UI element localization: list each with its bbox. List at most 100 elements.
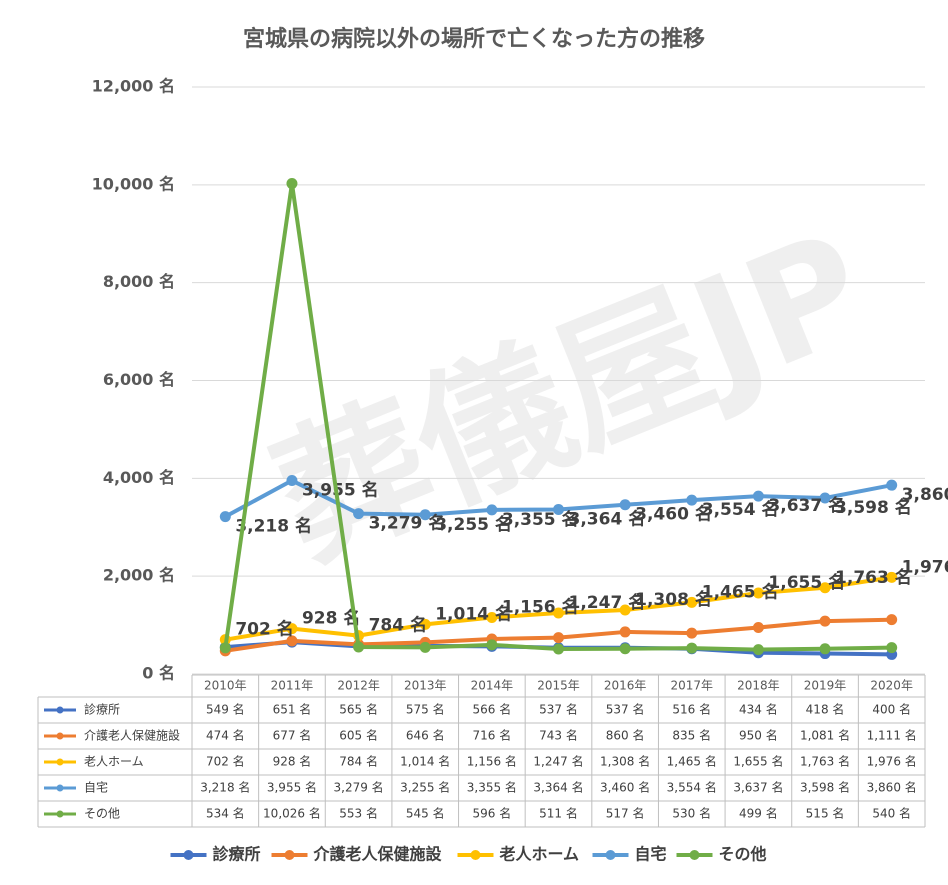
table-cell: 1,081 名 [800, 728, 850, 743]
table-cell: 1,111 名 [867, 728, 917, 743]
table-cell: 1,156 名 [467, 754, 517, 769]
data-label: 3,279 名 [369, 513, 446, 534]
data-label: 1,308 名 [635, 589, 712, 610]
data-label: 1,156 名 [502, 596, 579, 617]
table-cell: 3,279 名 [334, 780, 384, 795]
table-cell: 596 名 [472, 806, 511, 821]
data-label: 1,247 名 [569, 592, 646, 613]
table-cell: 743 名 [539, 728, 578, 743]
table-cell: 860 名 [606, 728, 645, 743]
data-point [419, 618, 431, 630]
y-tick-label: 10,000 名 [92, 174, 175, 193]
table-cell: 3,460 名 [600, 780, 650, 795]
table-cell: 3,637 名 [733, 780, 783, 795]
legend-label: その他 [84, 807, 120, 821]
legend-key [689, 850, 700, 860]
data-point [819, 643, 831, 655]
table-cell: 3,218 名 [200, 780, 250, 795]
data-point [553, 607, 564, 619]
table-cell: 418 名 [806, 702, 845, 717]
table-cell: 511 名 [539, 806, 578, 821]
data-point [286, 623, 298, 635]
data-point [686, 596, 698, 608]
table-cell: 3,860 名 [867, 780, 917, 795]
table-cell: 651 名 [273, 702, 312, 717]
legend-label: 介護老人保健施設 [313, 845, 443, 864]
data-point [619, 626, 631, 638]
legend-key [183, 850, 194, 860]
legend-label: 自宅 [635, 845, 667, 864]
table-cell: 549 名 [206, 702, 245, 717]
table-cell: 716 名 [472, 728, 511, 743]
table-cell: 677 名 [273, 728, 312, 743]
data-point [353, 641, 365, 653]
data-point [619, 499, 631, 511]
x-tick-label: 2019年 [804, 679, 847, 693]
data-point [286, 635, 298, 647]
data-label: 3,218 名 [235, 516, 312, 537]
y-tick-label: 4,000 名 [103, 468, 175, 487]
data-label: 3,460 名 [635, 504, 712, 525]
data-point [353, 508, 365, 520]
legend-key [56, 810, 64, 818]
table-cell: 400 名 [872, 702, 911, 717]
table-cell: 499 名 [739, 806, 778, 821]
data-label: 1,655 名 [768, 572, 845, 593]
watermark: 葬儀屋JP [253, 200, 889, 592]
data-label: 1,465 名 [702, 581, 779, 602]
data-point [286, 475, 298, 487]
data-point [553, 503, 564, 515]
data-label: 3,355 名 [502, 509, 579, 530]
data-point [819, 582, 831, 594]
data-point [486, 611, 498, 623]
table-cell: 784 名 [339, 754, 378, 769]
table-cell: 540 名 [872, 806, 911, 821]
data-point [619, 643, 631, 655]
table-cell: 646 名 [406, 728, 445, 743]
y-tick-label: 8,000 名 [103, 272, 175, 291]
data-point [419, 509, 431, 521]
table-cell: 537 名 [606, 702, 645, 717]
table-cell: 3,598 名 [800, 780, 850, 795]
y-tick-label: 12,000 名 [92, 77, 175, 96]
table-cell: 534 名 [206, 806, 245, 821]
table-cell: 553 名 [339, 806, 378, 821]
legend-label: 介護老人保健施設 [84, 728, 180, 743]
table-cell: 3,955 名 [267, 780, 317, 795]
legend-key [470, 850, 481, 860]
table-cell: 1,014 名 [400, 754, 450, 769]
data-label: 3,255 名 [435, 514, 512, 535]
x-tick-label: 2015年 [537, 679, 580, 693]
y-tick-label: 6,000 名 [103, 370, 175, 389]
x-tick-label: 2018年 [737, 679, 780, 693]
table-cell: 566 名 [472, 702, 511, 717]
table-cell: 3,355 名 [467, 780, 517, 795]
data-point [886, 614, 898, 626]
table-cell: 515 名 [806, 806, 845, 821]
table-cell: 605 名 [339, 728, 378, 743]
data-point [752, 587, 764, 599]
data-label: 3,860 名 [902, 484, 948, 505]
table-cell: 565 名 [339, 702, 378, 717]
table-cell: 1,655 名 [733, 754, 783, 769]
data-label: 784 名 [369, 615, 427, 636]
legend-label: 老人ホーム [499, 845, 580, 864]
data-point [619, 604, 631, 616]
data-point [819, 492, 831, 504]
table-cell: 928 名 [273, 754, 312, 769]
legend-key [284, 850, 295, 860]
data-label: 1,976 名 [902, 556, 948, 577]
data-label: 3,637 名 [768, 495, 845, 516]
data-point [419, 641, 431, 653]
data-point [886, 571, 898, 583]
legend-key [56, 784, 64, 792]
data-point [686, 627, 698, 639]
table-cell: 3,255 名 [400, 780, 450, 795]
data-point [553, 643, 564, 655]
x-tick-label: 2016年 [604, 679, 647, 693]
data-label: 702 名 [235, 619, 293, 640]
x-tick-label: 2014年 [471, 679, 514, 693]
table-cell: 530 名 [672, 806, 711, 821]
data-label: 3,955 名 [302, 480, 379, 501]
